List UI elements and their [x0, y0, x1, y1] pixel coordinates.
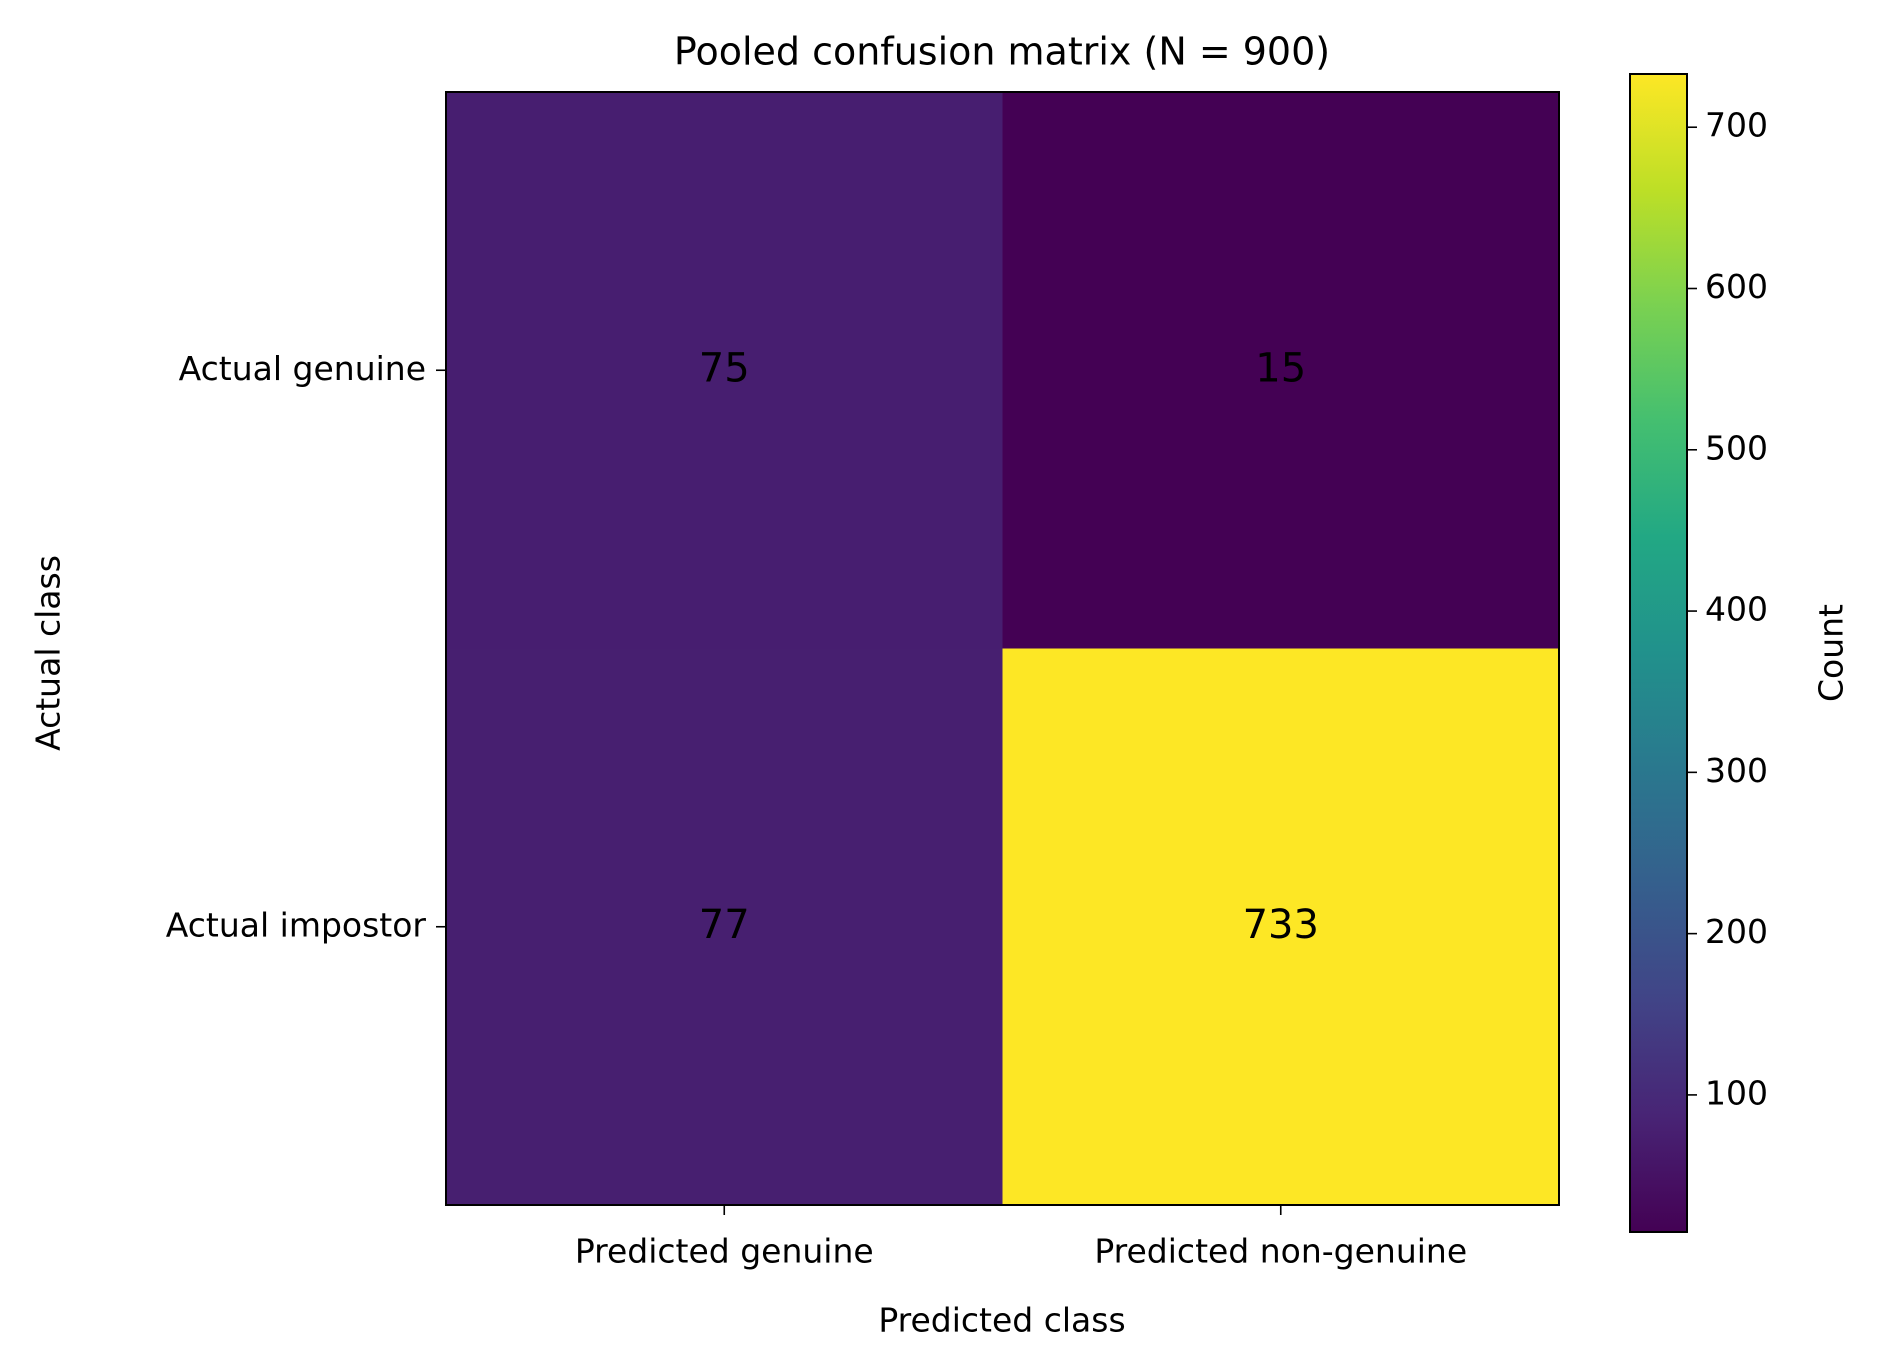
x-tick-label: Predicted non-genuine [1094, 1232, 1467, 1271]
cell-label: 77 [699, 902, 750, 948]
y-axis-label: Actual class [29, 555, 68, 751]
colorbar-tick-label: 400 [1705, 590, 1768, 629]
cell-label: 733 [1243, 902, 1319, 948]
cell-label: 15 [1255, 345, 1306, 391]
heatmap-cell [446, 648, 1003, 1206]
chart-title: Pooled confusion matrix (N = 900) [674, 30, 1330, 74]
colorbar-tick-label: 300 [1705, 751, 1768, 790]
heatmap-cell [1002, 92, 1560, 649]
plot-frame [445, 91, 1560, 1206]
cell-label: 75 [699, 345, 750, 391]
heatmap-cell [1002, 648, 1560, 1206]
colorbar [1629, 73, 1688, 1233]
x-tick-label: Predicted genuine [575, 1232, 874, 1271]
colorbar-tick-label: 700 [1705, 106, 1768, 145]
colorbar-tick-label: 200 [1705, 912, 1768, 951]
colorbar-tick-label: 100 [1705, 1073, 1768, 1112]
y-tick-label: Actual genuine [179, 349, 426, 388]
colorbar-label: Count [1812, 604, 1851, 702]
colorbar-tick-label: 500 [1705, 428, 1768, 467]
colorbar-tick-label: 600 [1705, 267, 1768, 306]
x-axis-label: Predicted class [878, 1301, 1125, 1340]
heatmap-cell [446, 92, 1003, 649]
y-tick-label: Actual impostor [166, 905, 427, 944]
